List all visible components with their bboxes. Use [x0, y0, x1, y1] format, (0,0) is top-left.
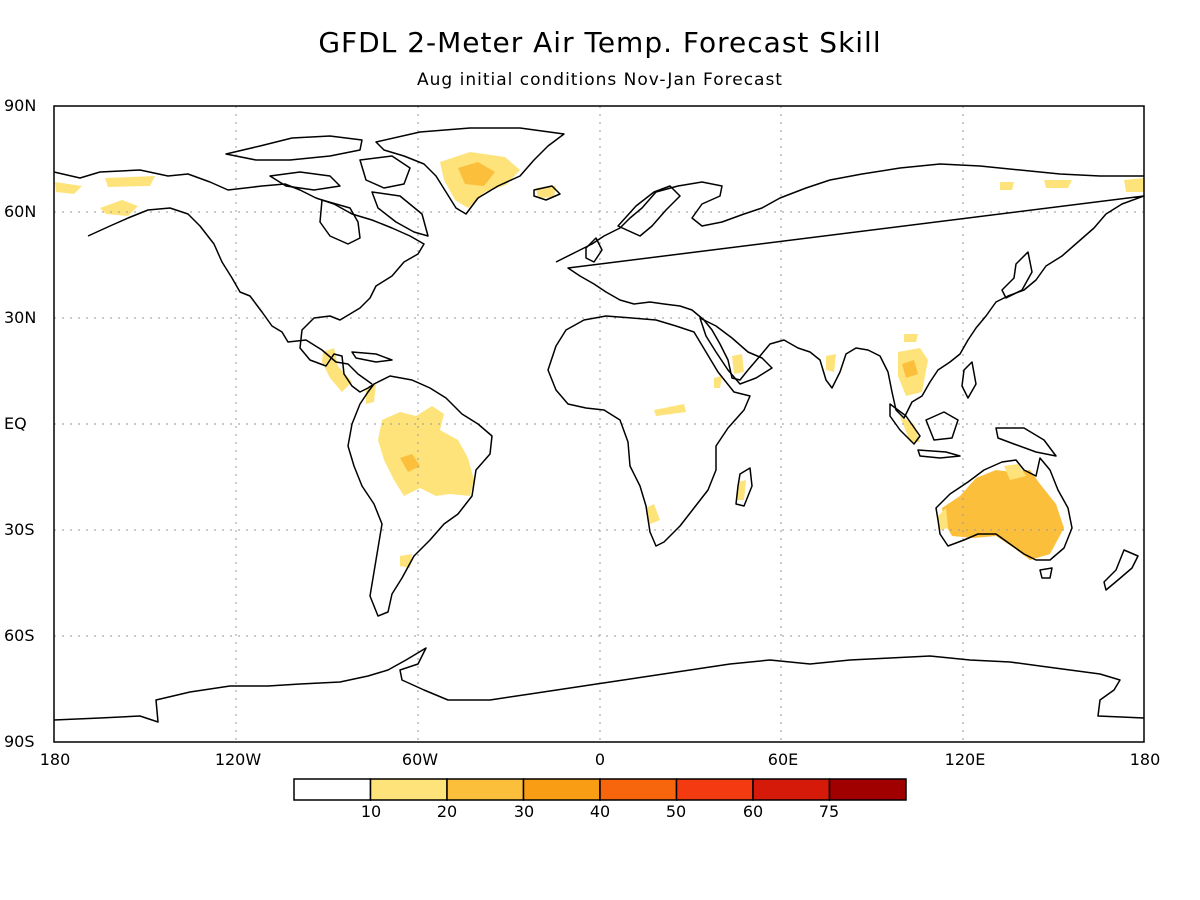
coast-canada-arctic-3	[359, 155, 411, 189]
skill-area-siberia-2	[1044, 180, 1072, 188]
lon-label-120w: 120W	[214, 750, 262, 769]
colorbar-label-50: 50	[665, 802, 687, 821]
coast-arabia	[699, 317, 773, 385]
coast-antarctica	[53, 647, 1145, 723]
skill-area-south-america	[378, 406, 474, 496]
skill-area-arabia	[732, 354, 744, 374]
coast-scandinavia	[617, 185, 681, 237]
skill-area-australia-edge	[938, 508, 948, 530]
coast-hudson-bay	[319, 199, 361, 245]
colorbar-swatch-2	[446, 778, 525, 801]
coast-canada-arctic-1	[225, 135, 363, 161]
lon-label-180e: 180	[1129, 750, 1161, 769]
lon-label-120e: 120E	[944, 750, 986, 769]
colorbar-swatch-6	[752, 778, 831, 801]
colorbar-label-40: 40	[589, 802, 611, 821]
skill-area-patagonia	[400, 554, 412, 568]
colorbar-label-30: 30	[513, 802, 535, 821]
colorbar	[293, 778, 907, 801]
coast-australia	[935, 457, 1073, 561]
coast-borneo	[925, 411, 959, 441]
lat-label-30n: 30N	[4, 308, 37, 327]
lat-label-90n: 90N	[4, 96, 37, 115]
skill-area-central-america	[322, 348, 352, 392]
lat-label-90s: 90S	[4, 732, 35, 751]
colorbar-swatch-7	[828, 778, 907, 801]
skill-area-chukotka-w	[55, 182, 82, 194]
coast-south-america	[347, 375, 493, 617]
coast-philippines	[961, 361, 977, 399]
skill-shading	[55, 152, 1144, 568]
coast-greenland	[375, 127, 565, 215]
colorbar-label-20: 20	[436, 802, 458, 821]
skill-area-greenland-core	[458, 162, 495, 186]
skill-area-horn	[714, 376, 722, 388]
skill-area-sumatra	[900, 416, 920, 442]
lat-label-eq: EQ	[4, 414, 27, 433]
coast-baffin	[371, 191, 429, 237]
colorbar-swatch-4	[599, 778, 678, 801]
lon-label-60w: 60W	[401, 750, 439, 769]
lat-label-60s: 60S	[4, 626, 35, 645]
colorbar-label-60: 60	[742, 802, 764, 821]
coast-africa	[547, 315, 751, 547]
skill-area-alaska	[105, 176, 155, 187]
graticule	[54, 106, 1144, 742]
lat-label-30s: 30S	[4, 520, 35, 539]
skill-area-siberia-3	[1124, 178, 1144, 192]
lon-label-180w: 180	[39, 750, 71, 769]
colorbar-swatch-0	[293, 778, 372, 801]
coastlines	[53, 127, 1145, 723]
colorbar-swatch-3	[522, 778, 601, 801]
coast-eurasia	[555, 163, 1145, 419]
coast-japan	[1001, 251, 1033, 299]
skill-area-south-america-core	[400, 454, 420, 472]
coast-new-zealand	[1103, 549, 1139, 591]
coast-sumatra	[889, 403, 921, 445]
lat-label-60n: 60N	[4, 202, 37, 221]
skill-area-china	[904, 334, 918, 342]
skill-area-siberia-1	[1000, 182, 1014, 190]
coast-north-america	[53, 169, 425, 393]
coast-britain	[585, 237, 603, 263]
map-frame	[53, 105, 1145, 743]
map-title: GFDL 2-Meter Air Temp. Forecast Skill	[318, 26, 882, 59]
skill-area-sahel	[654, 404, 686, 416]
skill-area-andes-north	[366, 384, 376, 404]
coast-cuba	[351, 351, 393, 363]
coast-tasmania	[1039, 567, 1053, 579]
skill-area-south-africa	[646, 504, 660, 524]
lon-label-0: 0	[594, 750, 606, 769]
coast-madagascar	[735, 467, 753, 507]
map-subtitle: Aug initial conditions Nov-Jan Forecast	[417, 70, 783, 90]
skill-area-indochina-core	[902, 360, 918, 378]
lon-label-60e: 60E	[767, 750, 799, 769]
colorbar-label-10: 10	[360, 802, 382, 821]
coast-java	[917, 449, 961, 459]
colorbar-label-75: 75	[818, 802, 840, 821]
skill-area-alaska-south	[100, 200, 138, 216]
skill-area-australia	[942, 470, 1064, 560]
skill-area-india	[826, 354, 836, 372]
coast-canada-arctic-2	[269, 171, 341, 191]
skill-area-australia-north	[1004, 464, 1026, 480]
colorbar-swatch-1	[369, 778, 448, 801]
colorbar-swatch-5	[675, 778, 754, 801]
coast-iceland	[533, 185, 561, 201]
coast-new-guinea	[995, 427, 1057, 457]
